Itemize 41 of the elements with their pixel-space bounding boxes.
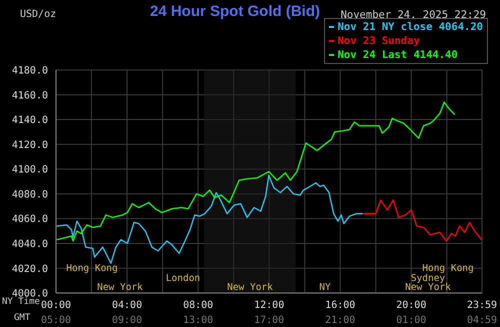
x2-tick-label: 09:00 [112,315,142,326]
x2-tick-label: 05:00 [40,315,72,326]
legend-label: Nov 23 Sunday [336,34,421,48]
legend-label: Nov 21 NY close 4064.20 [336,20,483,34]
annotation: Hong Kong [422,263,474,274]
chart-subtitle: November 24, 2025 22:29 [340,9,486,21]
x2-tick-label: 04:59 [466,315,498,326]
y-tick-label: 4040.0 [12,238,48,250]
y-tick-label: 4140.0 [12,115,48,126]
annotation: New York [227,282,273,293]
y-tick-label: 4180.0 [12,66,48,77]
y-tick-label: 4120.0 [12,140,48,151]
y-tick-label: 4020.0 [12,264,48,275]
legend-label: Nov 24 Last 4144.40 [336,48,459,62]
annotation: NY [319,282,331,293]
chart-title: 24 Hour Spot Gold (Bid) [150,3,320,20]
x-tick-label: 04:00 [112,300,142,312]
x2-tick-label: 17:00 [254,315,284,326]
line-series [362,199,482,242]
line-series [56,102,456,242]
x2-tick-label: 01:00 [396,315,426,326]
y-tick-label: 4160.0 [12,90,48,102]
annotation: Hong Kong [66,263,118,274]
line-series [56,174,364,264]
x-tick-label: 12:00 [254,300,284,312]
annotation: Sydney [410,273,446,284]
annotation: New York [405,282,451,293]
y-tick-label: 4080.0 [12,189,48,200]
x-tick-label: 20:00 [396,300,426,312]
x2-tick-label: 21:00 [325,315,356,326]
annotation: London [166,273,200,284]
y-tick-label: 4060.0 [12,214,48,226]
x-tick-label: 00:00 [40,300,72,312]
x-tick-label: 23:59 [466,300,498,312]
y-tick-label: 4100.0 [12,164,48,176]
x2-axis-title: GMT [14,313,30,323]
x2-tick-label: 13:00 [183,315,214,326]
x-tick-label: 08:00 [183,300,214,312]
y-axis-title: USD/oz [20,9,56,20]
x-tick-label: 16:00 [325,300,356,312]
annotation: New York [97,282,143,293]
